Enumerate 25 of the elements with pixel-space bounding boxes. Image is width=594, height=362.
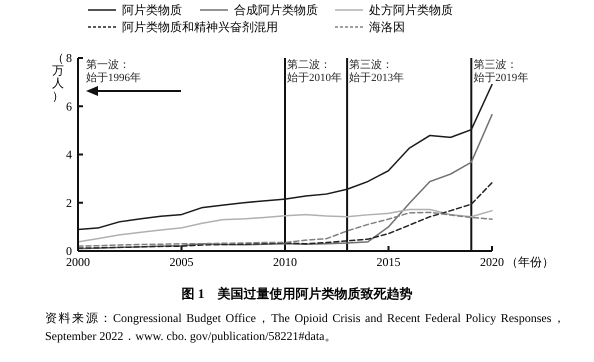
x-tick-label: 2000: [66, 255, 90, 269]
ref-line-label: 第二波：始于2010年: [287, 58, 342, 84]
legend-label: 海洛因: [369, 20, 405, 34]
x-tick-label: 2015: [376, 255, 400, 269]
y-tick-label: 4: [66, 148, 72, 162]
text: 资料来源：Congressional Budget Office，The Opioid Crisis and Recent Federal Policy Responses，September 2022．www. cbo. gov/publication/58221#data。: [45, 310, 565, 345]
line-series: [77, 182, 493, 249]
x-tick-label: 2005: [170, 255, 194, 269]
x-tick-label: 2020: [480, 255, 504, 269]
x-axis-title: （年份）: [506, 255, 554, 269]
legend-label: 处方阿片类物质: [369, 3, 453, 17]
text: 图 1 美国过量使用阿片类物质致死趋势: [180, 285, 414, 303]
y-tick-label: 6: [66, 99, 72, 114]
y-tick-label: 8: [66, 51, 72, 65]
legend-label: 阿片类物质: [122, 3, 182, 17]
legend-label: 合成阿片类物质: [234, 3, 318, 17]
y-tick-label: 2: [66, 196, 72, 210]
ref-line-label: 第三波：始于2013年: [349, 58, 404, 84]
y-axis-title: （万人）: [52, 51, 64, 103]
y-tick-label: 0: [66, 244, 72, 258]
annotation: 第一波：始于1996年: [86, 58, 141, 84]
ref-line-label: 第三波：始于2019年: [473, 58, 528, 84]
line-series: [77, 114, 493, 250]
legend-label: 阿片类物质和精神兴奋剂混用: [122, 20, 278, 34]
x-tick-label: 2010: [273, 255, 297, 269]
